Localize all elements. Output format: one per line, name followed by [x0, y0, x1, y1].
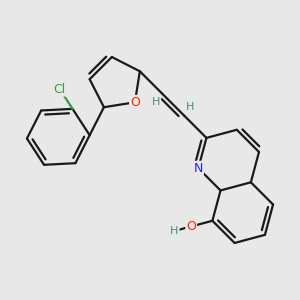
Text: O: O — [186, 220, 196, 233]
Text: N: N — [194, 162, 203, 175]
Text: H: H — [152, 97, 160, 107]
Text: H: H — [186, 102, 194, 112]
Text: H: H — [170, 226, 179, 236]
Text: Cl: Cl — [54, 82, 66, 96]
Text: O: O — [130, 96, 140, 109]
